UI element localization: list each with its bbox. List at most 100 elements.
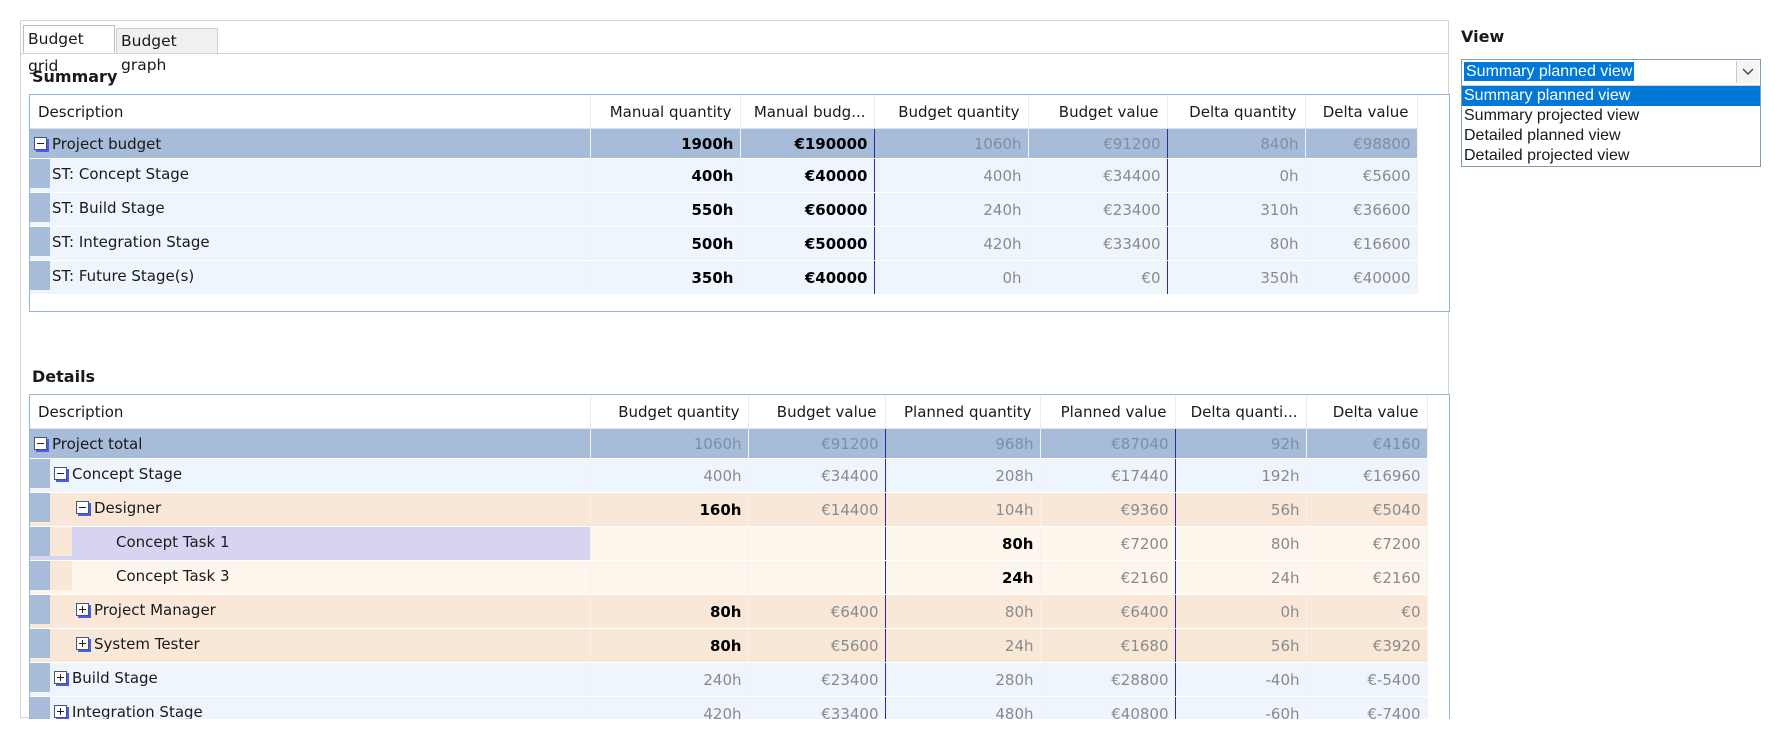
value-cell[interactable]: 350h xyxy=(1167,260,1306,295)
tab-budget-graph[interactable]: Budget graph xyxy=(116,28,218,74)
value-cell[interactable]: 24h xyxy=(1175,560,1307,595)
column-header[interactable]: Planned quantity xyxy=(885,395,1041,429)
value-cell[interactable]: 80h xyxy=(1167,226,1306,261)
value-cell[interactable]: €40000 xyxy=(740,158,875,193)
value-cell[interactable]: 350h xyxy=(590,260,741,295)
value-cell[interactable]: 400h xyxy=(874,158,1029,193)
value-cell[interactable]: 0h xyxy=(1167,158,1306,193)
value-cell[interactable]: €6400 xyxy=(1040,594,1176,629)
value-cell[interactable]: 24h xyxy=(885,560,1041,595)
value-cell[interactable]: €40000 xyxy=(740,260,875,295)
column-header[interactable]: Budget value xyxy=(748,395,886,429)
value-cell[interactable]: €33400 xyxy=(748,696,886,719)
table-row[interactable]: Concept Task 1 80h €7200 80h €7200 xyxy=(30,526,1428,561)
column-header[interactable]: Budget quantity xyxy=(874,95,1029,129)
description-cell[interactable]: Concept Task 1 xyxy=(30,526,591,561)
value-cell[interactable]: 420h xyxy=(874,226,1029,261)
description-cell[interactable]: Designer xyxy=(30,492,591,527)
value-cell[interactable]: €7200 xyxy=(1040,526,1176,561)
value-cell[interactable]: 500h xyxy=(590,226,741,261)
value-cell[interactable]: €36600 xyxy=(1305,192,1418,227)
value-cell[interactable]: €5600 xyxy=(748,628,886,663)
value-cell[interactable]: 0h xyxy=(874,260,1029,295)
value-cell[interactable]: 80h xyxy=(885,594,1041,629)
description-cell[interactable]: System Tester xyxy=(30,628,591,663)
description-cell[interactable]: ST: Build Stage xyxy=(30,192,591,227)
value-cell[interactable]: 24h xyxy=(885,628,1041,663)
value-cell[interactable]: €-5400 xyxy=(1306,662,1428,697)
value-cell[interactable]: 240h xyxy=(874,192,1029,227)
value-cell[interactable]: €5600 xyxy=(1305,158,1418,193)
value-cell[interactable]: -60h xyxy=(1175,696,1307,719)
expand-icon[interactable] xyxy=(54,705,67,718)
column-header[interactable]: Delta value xyxy=(1305,95,1418,129)
value-cell[interactable]: €4160 xyxy=(1306,428,1428,459)
table-row[interactable]: ST: Build Stage 550h €60000 240h €23400 310h €… xyxy=(30,192,1418,227)
table-row[interactable]: Project total 1060h €91200 968h €87040 92h €41… xyxy=(30,428,1428,459)
value-cell[interactable]: 280h xyxy=(885,662,1041,697)
value-cell[interactable]: €91200 xyxy=(748,428,886,459)
value-cell[interactable]: 1060h xyxy=(874,128,1029,159)
table-row[interactable]: Integration Stage 420h €33400 480h €40800 -60… xyxy=(30,696,1428,719)
value-cell[interactable]: €0 xyxy=(1028,260,1168,295)
value-cell[interactable]: 840h xyxy=(1167,128,1306,159)
value-cell[interactable]: €14400 xyxy=(748,492,886,527)
table-row[interactable]: Concept Task 3 24h €2160 24h €2160 xyxy=(30,560,1428,595)
table-row[interactable]: Project budget 1900h €190000 1060h €91200 840… xyxy=(30,128,1418,159)
value-cell[interactable]: €190000 xyxy=(740,128,875,159)
expand-icon[interactable] xyxy=(54,671,67,684)
value-cell[interactable]: 400h xyxy=(590,158,741,193)
value-cell[interactable]: 160h xyxy=(590,492,749,527)
collapse-icon[interactable] xyxy=(76,501,89,514)
value-cell[interactable]: €0 xyxy=(1306,594,1428,629)
value-cell[interactable]: €23400 xyxy=(748,662,886,697)
column-header[interactable]: Manual budg... xyxy=(740,95,875,129)
value-cell[interactable]: 550h xyxy=(590,192,741,227)
value-cell[interactable]: 968h xyxy=(885,428,1041,459)
view-selected-value[interactable]: Summary planned view xyxy=(1462,61,1636,82)
value-cell[interactable]: €2160 xyxy=(1040,560,1176,595)
description-cell[interactable]: ST: Concept Stage xyxy=(30,158,591,193)
value-cell[interactable]: €1680 xyxy=(1040,628,1176,663)
summary-grid[interactable]: Description Manual quantity Manual budg...… xyxy=(29,94,1450,312)
column-header[interactable]: Description xyxy=(30,395,591,429)
value-cell[interactable]: €98800 xyxy=(1305,128,1418,159)
description-cell[interactable]: ST: Integration Stage xyxy=(30,226,591,261)
value-cell[interactable] xyxy=(590,526,749,561)
value-cell[interactable]: 80h xyxy=(885,526,1041,561)
value-cell[interactable]: €40000 xyxy=(1305,260,1418,295)
value-cell[interactable]: 1060h xyxy=(590,428,749,459)
table-row[interactable]: Build Stage 240h €23400 280h €28800 -40h €-540… xyxy=(30,662,1428,697)
value-cell[interactable]: €60000 xyxy=(740,192,875,227)
value-cell[interactable]: €16600 xyxy=(1305,226,1418,261)
description-cell[interactable]: Integration Stage xyxy=(30,696,591,719)
value-cell[interactable]: €50000 xyxy=(740,226,875,261)
expand-icon[interactable] xyxy=(76,637,89,650)
value-cell[interactable]: €-7400 xyxy=(1306,696,1428,719)
value-cell[interactable] xyxy=(748,560,886,595)
table-row[interactable]: ST: Integration Stage 500h €50000 420h €3340… xyxy=(30,226,1418,261)
value-cell[interactable]: €17440 xyxy=(1040,458,1176,493)
value-cell[interactable]: 80h xyxy=(590,628,749,663)
value-cell[interactable]: €16960 xyxy=(1306,458,1428,493)
value-cell[interactable]: 0h xyxy=(1175,594,1307,629)
value-cell[interactable]: 400h xyxy=(590,458,749,493)
column-header[interactable]: Budget quantity xyxy=(590,395,749,429)
view-option[interactable]: Summary planned view xyxy=(1462,86,1760,106)
collapse-icon[interactable] xyxy=(34,137,47,150)
table-row[interactable]: Concept Stage 400h €34400 208h €17440 192h €16… xyxy=(30,458,1428,493)
column-header[interactable]: Delta quantity xyxy=(1167,95,1306,129)
value-cell[interactable]: €2160 xyxy=(1306,560,1428,595)
collapse-icon[interactable] xyxy=(54,467,67,480)
value-cell[interactable]: 480h xyxy=(885,696,1041,719)
value-cell[interactable]: €34400 xyxy=(748,458,886,493)
view-option[interactable]: Detailed planned view xyxy=(1464,127,1621,144)
value-cell[interactable]: 56h xyxy=(1175,628,1307,663)
table-row[interactable]: ST: Future Stage(s) 350h €40000 0h €0 350h €40… xyxy=(30,260,1418,295)
value-cell[interactable]: €33400 xyxy=(1028,226,1168,261)
value-cell[interactable]: 240h xyxy=(590,662,749,697)
description-cell[interactable]: Build Stage xyxy=(30,662,591,697)
table-row[interactable]: Designer 160h €14400 104h €9360 56h €5040 xyxy=(30,492,1428,527)
value-cell[interactable]: €28800 xyxy=(1040,662,1176,697)
column-header[interactable]: Manual quantity xyxy=(590,95,741,129)
